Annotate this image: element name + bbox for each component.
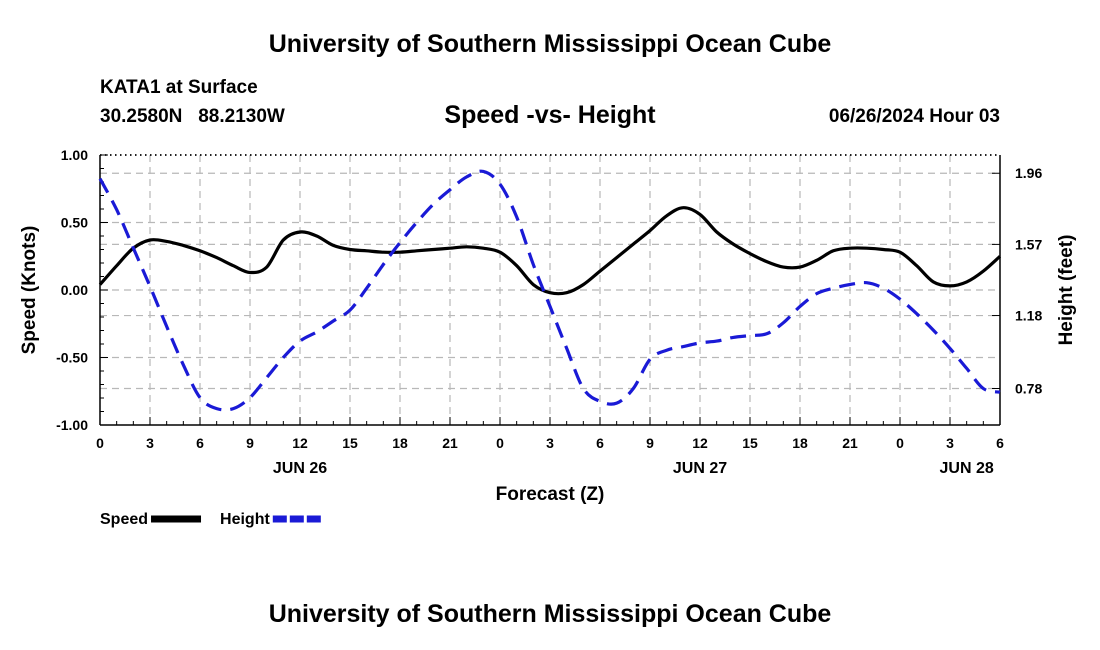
x-tick-label: 18 [392, 435, 408, 451]
x-tick-label: 3 [546, 435, 554, 451]
speed-series-line [98, 206, 1002, 296]
chart-subtitle: Speed -vs- Height [444, 101, 656, 129]
x-tick-label: 21 [442, 435, 458, 451]
x-tick-label: 9 [646, 435, 654, 451]
height-series-line [98, 169, 1001, 412]
page-title: University of Southern Mississippi Ocean… [268, 30, 832, 58]
x-tick-label: 6 [996, 435, 1004, 451]
forecast-datetime: 06/26/2024 Hour 03 [828, 106, 1000, 127]
legend-label-height: Height [220, 511, 270, 528]
x-tick-label: 6 [596, 435, 604, 451]
x-tick-label: 0 [896, 435, 904, 451]
x-tick-label: 15 [342, 435, 358, 451]
x-tick-label: 6 [196, 435, 204, 451]
x-axis-title: Forecast (Z) [496, 484, 605, 505]
date-label: JUN 26 [273, 460, 327, 477]
x-tick-label: 3 [146, 435, 154, 451]
station-coords: 30.2580N 88.2130W [100, 106, 285, 127]
x-tick-label: 18 [792, 435, 808, 451]
x-tick-label: 9 [246, 435, 254, 451]
y-tick-label: 1.00 [61, 147, 88, 163]
y-tick-label: -1.00 [56, 417, 88, 433]
station-label: KATA1 at Surface [100, 77, 258, 98]
y-right-axis-title: Height (feet) [1056, 235, 1077, 346]
y-tick-label: 0.50 [61, 215, 88, 231]
footer-title: University of Southern Mississippi Ocean… [268, 600, 832, 628]
x-tick-label: 0 [496, 435, 504, 451]
y-right-tick-label: 1.18 [1015, 308, 1042, 324]
y-right-tick-label: 1.57 [1015, 236, 1042, 252]
x-tick-label: 12 [692, 435, 708, 451]
x-tick-label: 3 [946, 435, 954, 451]
y-right-tick-label: 1.96 [1015, 165, 1042, 181]
x-tick-label: 0 [96, 435, 104, 451]
y-axis-title: Speed (Knots) [19, 226, 40, 355]
date-label: JUN 28 [940, 460, 994, 477]
y-right-tick-label: 0.78 [1015, 381, 1042, 397]
x-tick-label: 15 [742, 435, 758, 451]
y-tick-label: -0.50 [56, 350, 88, 366]
date-label: JUN 27 [673, 460, 727, 477]
x-tick-label: 12 [292, 435, 308, 451]
legend-label-speed: Speed [100, 511, 148, 528]
x-tick-label: 21 [842, 435, 858, 451]
y-tick-label: 0.00 [61, 282, 88, 298]
